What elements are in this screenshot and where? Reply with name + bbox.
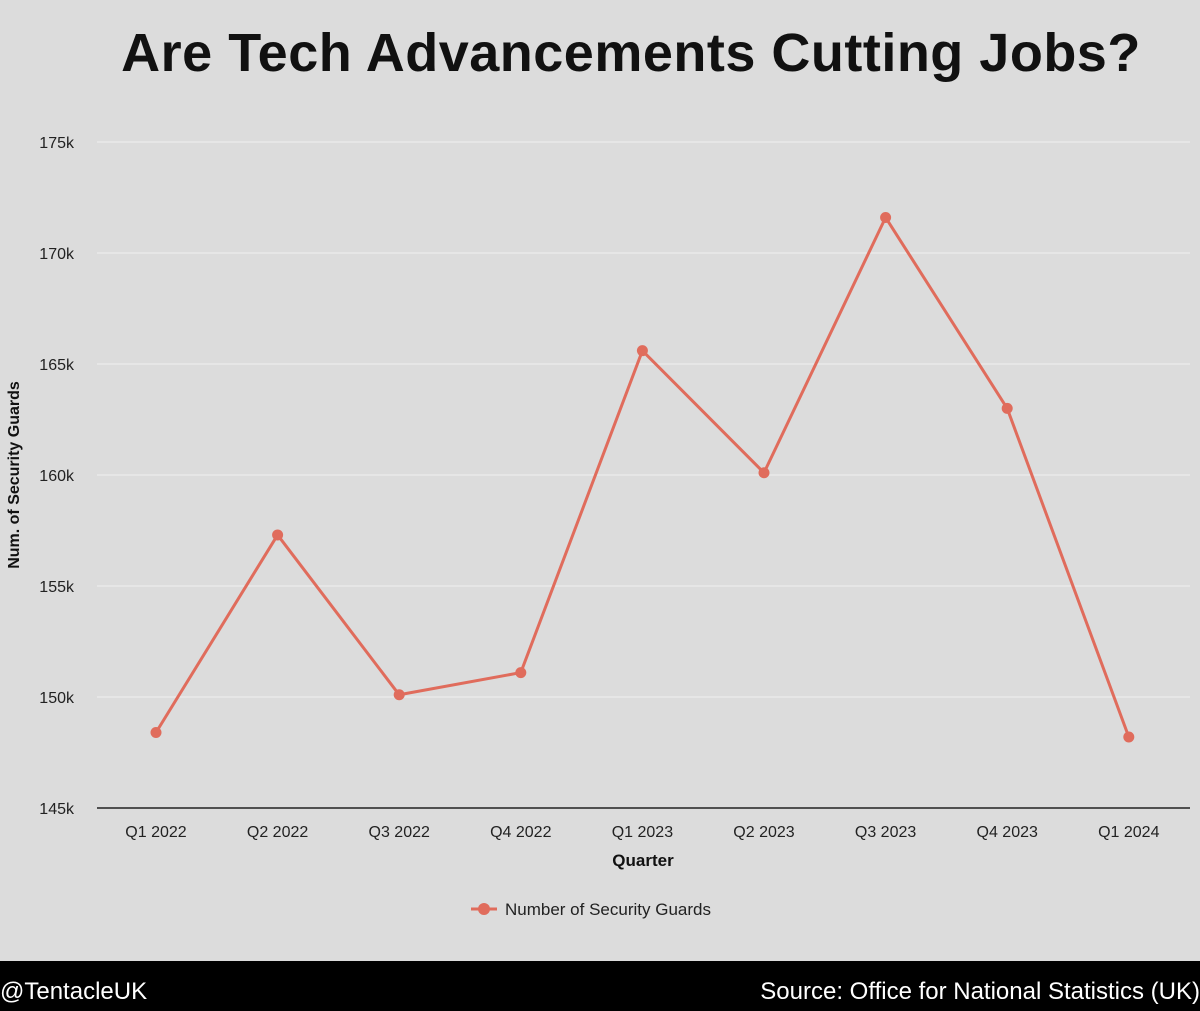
gridlines [97, 141, 1190, 698]
x-tick-label: Q4 2022 [490, 824, 551, 841]
x-tick-label: Q3 2023 [855, 824, 916, 841]
y-tick-label: 155k [39, 579, 75, 596]
data-point [150, 727, 162, 739]
footer-bar: @TentacleUK Source: Office for National … [0, 961, 1200, 1011]
y-axis-label: Num. of Security Guards [6, 381, 23, 569]
data-point [880, 211, 892, 223]
data-point [1123, 731, 1135, 743]
data-point [758, 467, 770, 479]
x-tick-label: Q1 2024 [1098, 824, 1159, 841]
series-line [154, 215, 1131, 738]
data-point [515, 667, 527, 679]
data-point [393, 689, 405, 701]
data-point [272, 529, 284, 541]
x-tick-label: Q4 2023 [977, 824, 1038, 841]
social-handle: @TentacleUK [0, 978, 148, 1005]
y-tick-label: 175k [39, 135, 75, 152]
data-point [636, 345, 648, 357]
y-tick-labels: 145k 150k 155k 160k 165k 170k 175k [39, 135, 75, 818]
y-tick-label: 165k [39, 357, 75, 374]
x-tick-labels: Q1 2022 Q2 2022 Q3 2022 Q4 2022 Q1 2023 Q2 20… [125, 824, 1159, 841]
legend: Number of Security Guards [471, 900, 711, 919]
x-tick-label: Q3 2022 [369, 824, 430, 841]
y-tick-label: 150k [39, 690, 75, 707]
line-chart: 145k 150k 155k 160k 165k 170k 175k Q1 2022 Q2 2… [6, 135, 1190, 919]
data-point [1001, 402, 1013, 414]
chart-title: Are Tech Advancements Cutting Jobs? [121, 23, 1141, 83]
y-tick-label: 170k [39, 246, 75, 263]
x-tick-label: Q2 2022 [247, 824, 308, 841]
x-axis-label: Quarter [612, 851, 674, 870]
data-points [150, 211, 1135, 743]
y-tick-label: 160k [39, 468, 75, 485]
x-tick-label: Q1 2023 [612, 824, 673, 841]
legend-swatch-marker [478, 903, 490, 915]
legend-entry: Number of Security Guards [505, 900, 711, 919]
x-tick-label: Q2 2023 [733, 824, 794, 841]
y-tick-label: 145k [39, 801, 75, 818]
x-tick-label: Q1 2022 [125, 824, 186, 841]
source-credit: Source: Office for National Statistics (… [760, 978, 1200, 1005]
